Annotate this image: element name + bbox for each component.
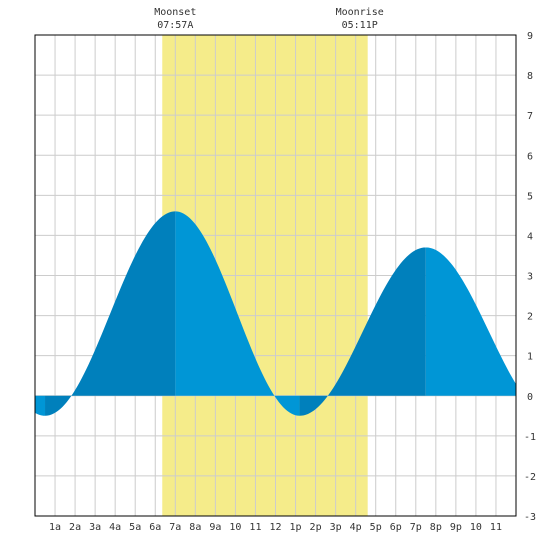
x-tick-label: 4a [109, 522, 121, 533]
y-tick-label: 2 [527, 312, 533, 323]
x-tick-label: 3p [330, 522, 342, 533]
x-tick-label: 9p [450, 522, 462, 533]
x-tick-label: 12 [269, 522, 281, 533]
x-tick-label: 8p [430, 522, 442, 533]
x-tick-label: 4p [350, 522, 362, 533]
moon-event-time: 07:57A [157, 20, 193, 31]
x-tick-label: 5p [370, 522, 382, 533]
y-tick-label: 5 [527, 191, 533, 202]
y-tick-label: -3 [524, 512, 536, 523]
moon-event-time: 05:11P [342, 20, 378, 31]
y-tick-label: 4 [527, 231, 533, 242]
y-tick-label: -2 [524, 472, 536, 483]
x-tick-label: 9a [209, 522, 221, 533]
y-tick-label: 0 [527, 392, 533, 403]
rising-tide-segment [45, 211, 176, 416]
y-tick-label: 1 [527, 352, 533, 363]
x-tick-label: 1a [49, 522, 61, 533]
x-tick-label: 6p [390, 522, 402, 533]
falling-tide-segment [175, 211, 300, 416]
y-tick-label: 3 [527, 272, 533, 283]
x-tick-label: 3a [89, 522, 101, 533]
x-tick-label: 10 [470, 522, 482, 533]
rising-tide-segment [299, 247, 426, 416]
y-tick-label: -1 [524, 432, 536, 443]
y-tick-label: 9 [527, 31, 533, 42]
x-tick-label: 11 [249, 522, 261, 533]
x-tick-label: 11 [490, 522, 502, 533]
moon-event-label: Moonset [154, 7, 196, 18]
x-tick-label: 2a [69, 522, 81, 533]
y-axis-labels: -3 -2 -1 0 1 2 3 4 5 6 7 8 9 [524, 31, 536, 523]
x-tick-label: 5a [129, 522, 141, 533]
x-tick-label: 6a [149, 522, 161, 533]
x-tick-label: 8a [189, 522, 201, 533]
x-tick-label: 1p [290, 522, 302, 533]
x-axis-labels: 1a 2a 3a 4a 5a 6a 7a 8a 9a 10 11 12 1p 2p 3p 4p 5p 6p 7p 8p… [49, 522, 502, 533]
x-tick-label: 7a [169, 522, 181, 533]
tide-layer [35, 211, 516, 416]
x-tick-label: 7p [410, 522, 422, 533]
y-tick-label: 8 [527, 71, 533, 82]
moon-event-labels: Moonset 07:57A Moonrise 05:11P [154, 7, 384, 31]
y-tick-label: 6 [527, 151, 533, 162]
falling-tide-segment [35, 395, 46, 416]
x-tick-label: 2p [310, 522, 322, 533]
falling-tide-segment [425, 247, 516, 396]
y-tick-label: 7 [527, 111, 533, 122]
x-tick-label: 10 [229, 522, 241, 533]
moon-event-label: Moonrise [336, 7, 384, 18]
plot-frame [34, 34, 517, 517]
